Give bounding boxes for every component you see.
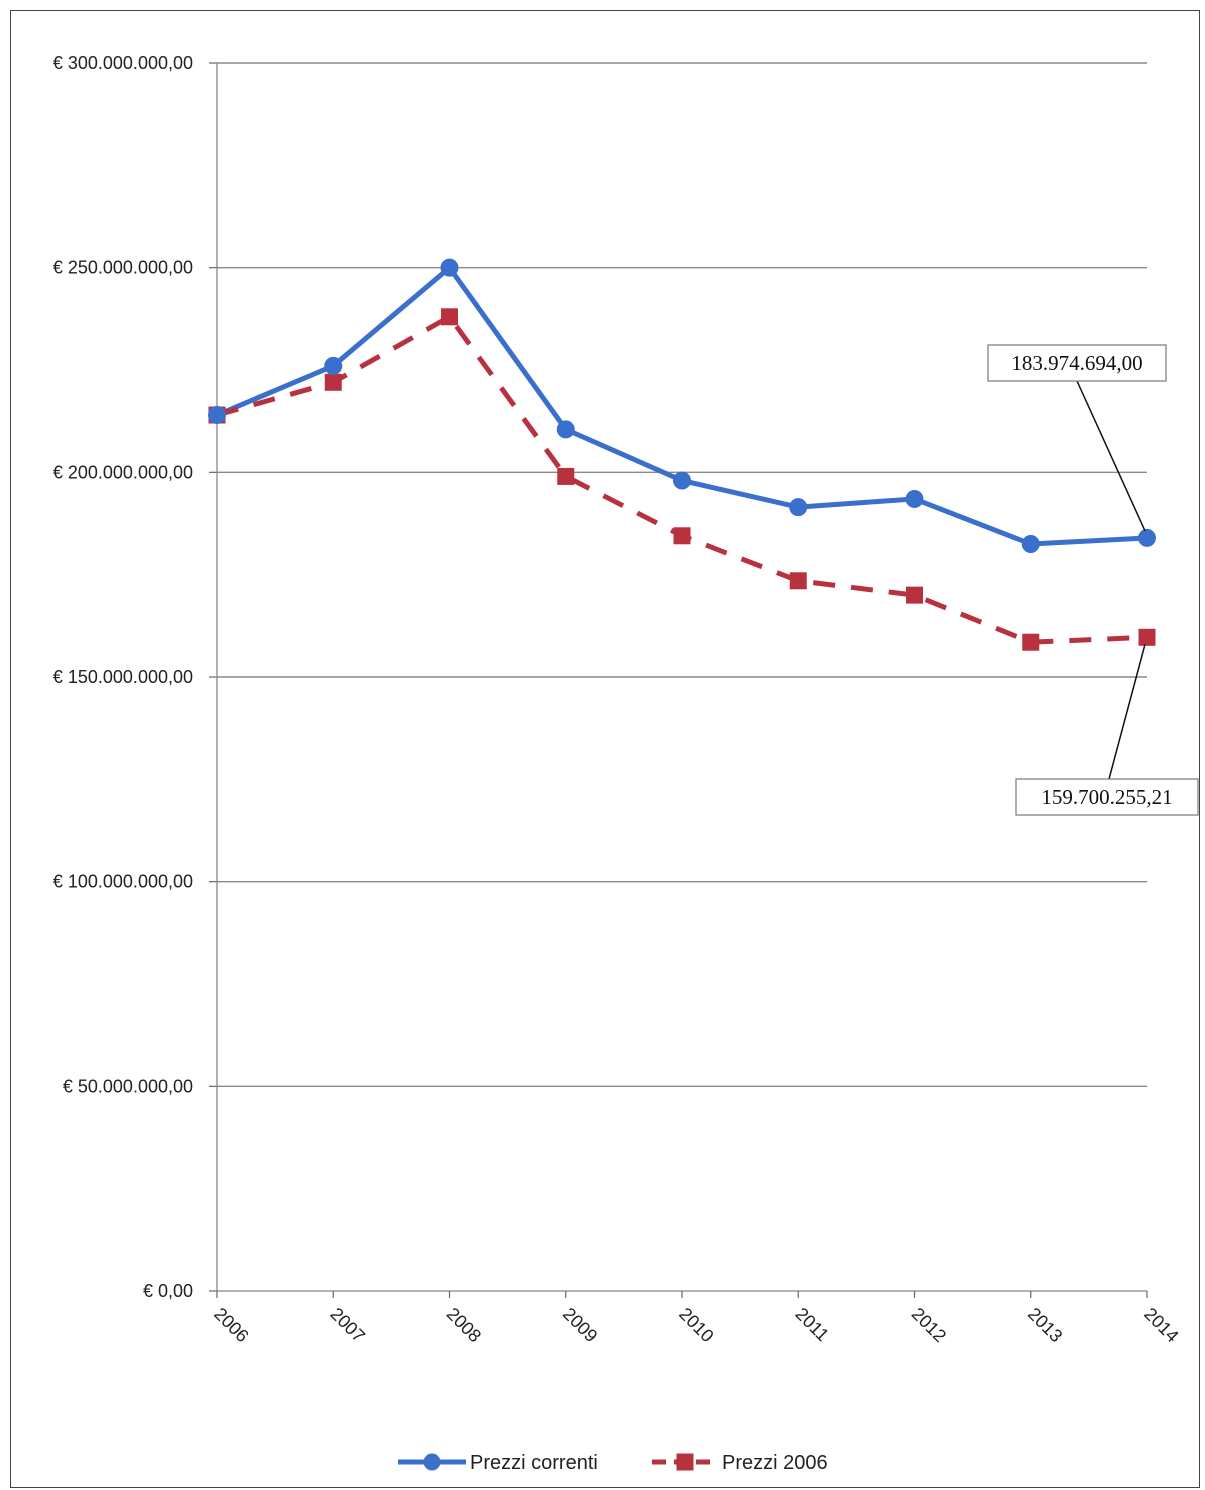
- legend-swatch-marker: [423, 1453, 441, 1471]
- data-point: [905, 489, 924, 508]
- series-line-1: [214, 265, 1150, 547]
- y-tick-label: € 0,00: [143, 1281, 193, 1301]
- x-tick-label: 2013: [1024, 1304, 1066, 1346]
- series-markers: [208, 258, 1156, 651]
- legend-swatch-marker: [676, 1453, 694, 1471]
- data-point: [1138, 528, 1156, 547]
- y-tick-label: € 300.000.000,00: [53, 53, 193, 73]
- x-tick-label: 2012: [908, 1304, 950, 1346]
- y-tick-label: € 200.000.000,00: [53, 462, 193, 482]
- annotation-leader-line: [1108, 644, 1146, 780]
- chart-frame: [10, 10, 1200, 1488]
- x-tick-labels: 2006 2007 2008 2009 2010 2011 2012 2013 2014: [210, 1304, 1182, 1346]
- data-point: [1022, 633, 1040, 651]
- axes: [209, 62, 1148, 1298]
- legend-label: Prezzi 2006: [722, 1452, 828, 1474]
- annotation-box: [987, 344, 1167, 382]
- data-point: [789, 498, 808, 517]
- x-tick-label: 2007: [326, 1304, 368, 1346]
- x-tick-label: 2011: [791, 1304, 833, 1346]
- data-point: [1021, 534, 1040, 553]
- data-point: [556, 420, 575, 439]
- data-point: [906, 586, 923, 604]
- x-tick-label: 2009: [559, 1304, 601, 1346]
- data-point: [208, 406, 226, 425]
- y-tick-label: € 50.000.000,00: [63, 1076, 193, 1096]
- x-tick-label: 2010: [675, 1304, 717, 1346]
- data-annotations: 183.974.694,00 159.700.255,21: [987, 344, 1199, 816]
- data-point: [673, 527, 691, 545]
- annotation-label: 183.974.694,00: [1011, 351, 1142, 375]
- data-point: [673, 471, 691, 490]
- legend: Prezzi correnti Prezzi 2006: [398, 1452, 828, 1474]
- legend-item-1: Prezzi correnti: [398, 1452, 598, 1474]
- legend-label: Prezzi correnti: [470, 1452, 598, 1474]
- y-tick-label: € 150.000.000,00: [53, 667, 193, 687]
- annotation-label: 159.700.255,21: [1041, 785, 1172, 809]
- data-point: [789, 572, 807, 590]
- x-tick-label: 2006: [210, 1304, 252, 1346]
- series-lines: [214, 265, 1150, 645]
- data-point: [324, 356, 343, 375]
- x-tick-label: 2008: [443, 1304, 485, 1346]
- data-point: [324, 373, 342, 391]
- data-point: [557, 467, 575, 485]
- annotation-leader-line: [1076, 380, 1146, 532]
- gridlines: [217, 62, 1147, 1088]
- y-tick-label: € 250.000.000,00: [53, 258, 193, 278]
- data-point: [441, 308, 458, 326]
- y-tick-label: € 100.000.000,00: [53, 872, 193, 892]
- data-point: [440, 258, 459, 277]
- data-point: [1138, 628, 1156, 646]
- x-tick-label: 2014: [1140, 1304, 1182, 1346]
- legend-item-2: Prezzi 2006: [652, 1452, 828, 1474]
- annotation-box: [1015, 778, 1199, 816]
- y-tick-labels: € 0,00 € 50.000.000,00 € 100.000.000,00 € 1…: [53, 53, 193, 1301]
